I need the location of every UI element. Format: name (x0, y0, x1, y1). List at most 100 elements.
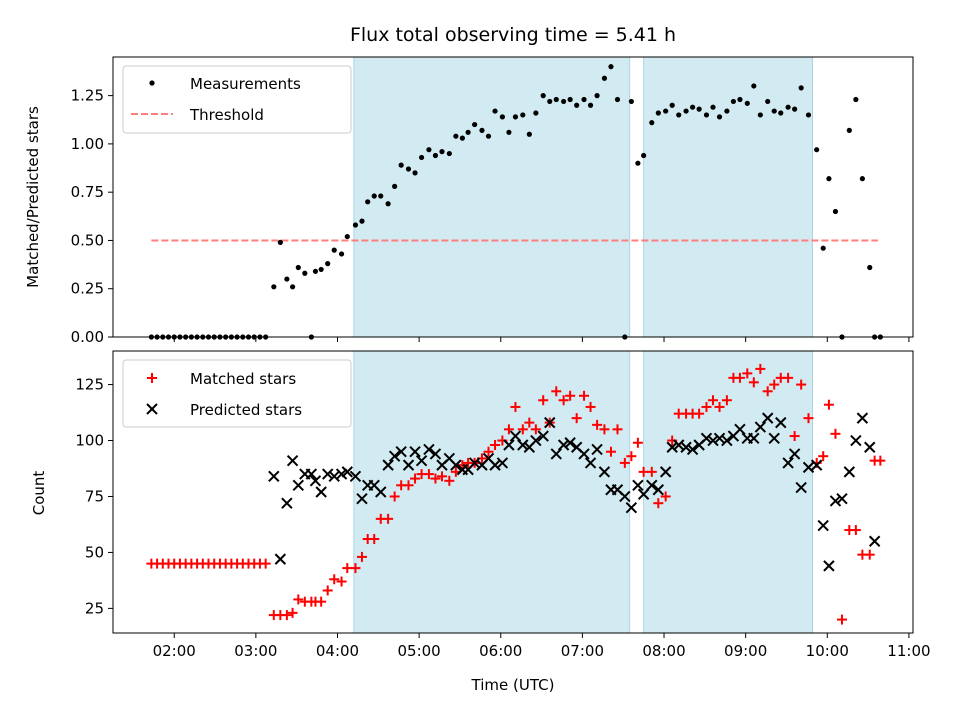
legend-predicted-label: Predicted stars (190, 401, 302, 419)
predicted-star-point (843, 466, 856, 478)
measurement-point (867, 264, 873, 271)
observing-interval-2 (643, 56, 813, 338)
matched-star-point (585, 401, 596, 412)
measurement-point (533, 110, 539, 116)
predicted-star-point (823, 560, 835, 572)
matched-star-point (875, 455, 886, 466)
legend-threshold-label: Threshold (189, 106, 264, 124)
measurement-point (331, 247, 337, 253)
measurement-point (641, 152, 647, 159)
measurement-point (689, 104, 696, 110)
matched-star-point (803, 413, 814, 424)
measurement-point (405, 166, 412, 172)
y-tick-label: 100 (75, 432, 104, 450)
predicted-star-point (375, 486, 387, 498)
predicted-star-point (281, 497, 293, 509)
matched-star-point (410, 473, 421, 484)
predicted-star-point (489, 459, 501, 471)
observing-interval-1 (353, 56, 631, 338)
measurement-point (601, 75, 608, 81)
predicted-star-point (788, 448, 801, 460)
measurement-point (371, 193, 377, 199)
predicted-star-point (856, 412, 869, 424)
legend-matched-marker (147, 373, 157, 383)
predicted-star-point (423, 443, 435, 456)
predicted-star-point (666, 441, 678, 453)
y-tick-label: 50 (85, 543, 104, 561)
predicted-star-point (537, 430, 549, 442)
matched-star-point (850, 525, 861, 536)
predicted-star-point (761, 412, 774, 424)
matched-star-point (336, 576, 347, 587)
matched-star-point (748, 377, 759, 388)
matched-star-point (444, 475, 455, 486)
measurement-point (453, 133, 459, 139)
predicted-star-point (713, 432, 726, 444)
predicted-star-point (700, 432, 713, 444)
measurement-point (338, 251, 345, 257)
matched-star-point (742, 368, 753, 379)
predicted-star-point (591, 443, 603, 456)
matched-star-point (287, 607, 298, 618)
matched-star-point (389, 491, 400, 502)
measurement-point (344, 233, 350, 240)
observing-interval-2 (643, 350, 813, 634)
predicted-star-point (673, 439, 685, 451)
predicted-star-point (388, 450, 401, 462)
chart-title: Flux total observing time = 5.41 h (350, 24, 676, 46)
measurement-point (492, 108, 498, 114)
matched-star-point (579, 390, 590, 401)
measurement-point (594, 93, 600, 99)
measurement-point (446, 150, 452, 157)
measurement-point (676, 112, 682, 118)
measurement-point (284, 276, 290, 282)
predicted-star-point (754, 421, 767, 433)
matched-star-point (551, 386, 562, 397)
measurement-point (716, 114, 723, 120)
matched-star-point (769, 379, 780, 390)
matched-star-point (708, 395, 718, 406)
matched-star-point (538, 395, 549, 406)
predicted-star-point (632, 479, 644, 491)
x-tick-label: 06:00 (479, 642, 522, 660)
measurement-point (703, 112, 710, 118)
predicted-star-point (550, 448, 562, 460)
predicted-star-point (328, 470, 340, 483)
predicted-star-point (646, 479, 658, 491)
predicted-star-point (356, 493, 368, 505)
predicted-star-point (748, 432, 760, 444)
matched-star-point (626, 451, 637, 462)
matched-star-point (350, 563, 361, 574)
panel-bottom-ylabel: Count (30, 471, 48, 516)
measurement-point (574, 102, 580, 108)
measurement-point (798, 85, 804, 91)
measurement-point (567, 96, 573, 103)
matched-star-point (789, 431, 800, 442)
matched-star-point (316, 596, 327, 607)
predicted-star-point (850, 434, 862, 447)
measurement-point (540, 93, 546, 99)
predicted-star-point (707, 434, 719, 447)
predicted-star-point (734, 423, 746, 436)
x-tick-label: 05:00 (398, 642, 441, 660)
measurement-point (318, 266, 324, 273)
matched-star-point (517, 424, 528, 435)
matched-star-point (329, 574, 340, 585)
measurement-point (587, 102, 594, 108)
panel-bottom-frame (112, 350, 914, 634)
measurement-point (365, 199, 371, 205)
predicted-star-point (637, 488, 650, 500)
x-tick-label: 07:00 (561, 642, 604, 660)
measurement-point (418, 154, 425, 161)
matched-star-point (369, 534, 380, 544)
measurement-point (655, 110, 661, 116)
measurement-point (479, 127, 485, 133)
measurement-point (426, 147, 432, 153)
measurement-point (649, 120, 655, 126)
measurement-point (820, 245, 826, 251)
measurement-point (561, 98, 567, 105)
measurement-point (359, 218, 365, 224)
measurement-point (826, 176, 832, 182)
predicted-star-point (544, 416, 556, 429)
y-tick-label: 125 (75, 376, 104, 394)
